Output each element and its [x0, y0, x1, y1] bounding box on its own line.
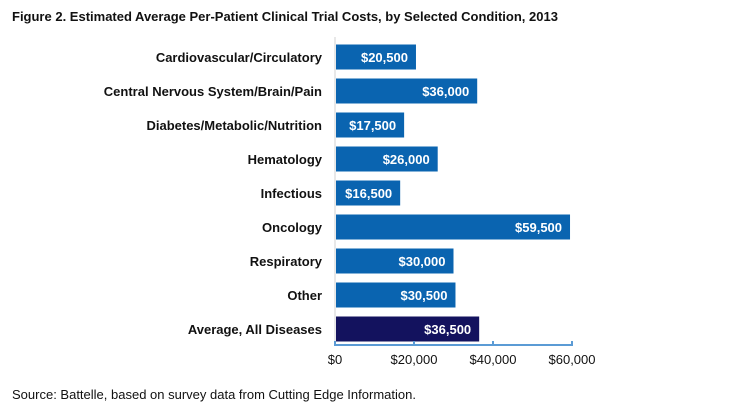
bar — [336, 316, 480, 342]
bar — [336, 44, 416, 70]
data-label: $16,500 — [345, 186, 392, 201]
data-label: $26,000 — [383, 152, 430, 167]
x-tick-label: $40,000 — [470, 352, 517, 367]
bar — [336, 248, 454, 274]
category-label: Respiratory — [250, 254, 323, 269]
category-label: Oncology — [262, 220, 323, 235]
category-label: Central Nervous System/Brain/Pain — [104, 84, 322, 99]
data-label: $20,500 — [361, 50, 408, 65]
category-label: Other — [287, 288, 322, 303]
x-tick-label: $60,000 — [549, 352, 596, 367]
category-label: Cardiovascular/Circulatory — [156, 50, 323, 65]
bar — [336, 112, 405, 138]
bar — [336, 180, 401, 206]
bar — [336, 214, 571, 240]
data-label: $59,500 — [515, 220, 562, 235]
bar — [336, 78, 478, 104]
bar — [336, 282, 456, 308]
category-label: Diabetes/Metabolic/Nutrition — [146, 118, 322, 133]
x-tick-label: $0 — [328, 352, 342, 367]
category-label: Hematology — [248, 152, 323, 167]
category-label: Average, All Diseases — [188, 322, 322, 337]
data-label: $36,000 — [422, 84, 469, 99]
source-note: Source: Battelle, based on survey data f… — [12, 387, 416, 402]
category-label: Infectious — [261, 186, 322, 201]
data-label: $30,000 — [399, 254, 446, 269]
data-label: $30,500 — [400, 288, 447, 303]
data-label: $17,500 — [349, 118, 396, 133]
chart-title: Figure 2. Estimated Average Per-Patient … — [12, 9, 558, 24]
data-label: $36,500 — [424, 322, 471, 337]
x-tick-label: $20,000 — [391, 352, 438, 367]
bar — [336, 146, 438, 172]
